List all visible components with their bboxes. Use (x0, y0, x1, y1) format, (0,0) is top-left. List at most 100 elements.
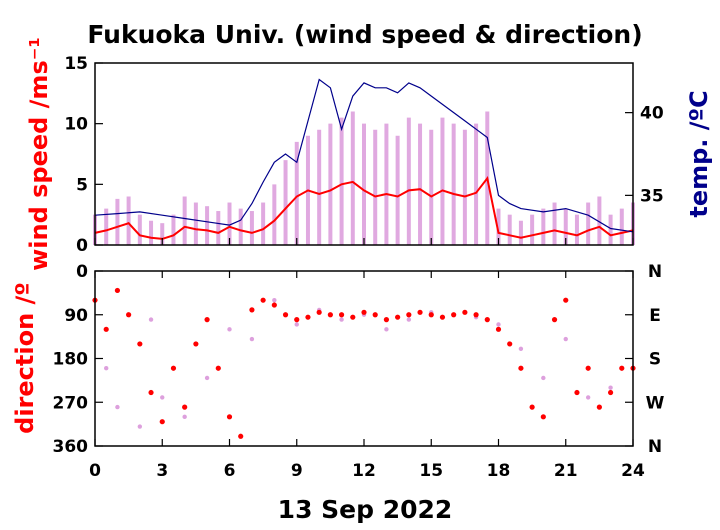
speed-axis-ticks: 0 5 10 15 35 40 (64, 54, 664, 256)
mean-direction-point (148, 389, 154, 396)
mean-direction-point (238, 433, 244, 439)
direction-marks (92, 287, 636, 439)
mean-direction-point (585, 365, 591, 371)
chart-title: Fukuoka Univ. (wind speed & direction) (87, 20, 642, 49)
speed-tick-label: 5 (76, 175, 88, 195)
mean-wind-speed-line (94, 175, 634, 240)
gust-direction-point (137, 424, 143, 429)
x-tick-label: 6 (224, 461, 236, 481)
x-tick-label: 9 (291, 461, 303, 481)
mean-direction-point (507, 341, 513, 347)
direction-axis-label: direction /º (11, 282, 39, 434)
mean-direction-point (249, 307, 255, 313)
compass-tick-label: E (649, 306, 661, 326)
compass-tick-label: N (648, 437, 662, 457)
gust-direction-point (148, 317, 154, 322)
mean-direction-point (294, 317, 300, 323)
gust-direction-point (339, 317, 344, 322)
speed-panel: 0 5 10 15 35 40 wind speed /ms⁻¹ temp. /ºC (25, 37, 713, 271)
x-tick-label: 0 (89, 461, 101, 481)
gust-direction-point (518, 346, 524, 351)
gust-direction-point (563, 336, 568, 342)
mean-direction-point (451, 312, 457, 318)
mean-direction-point (338, 312, 345, 318)
gust-direction-point (160, 395, 165, 400)
speed-tick-label: 15 (64, 54, 88, 74)
mean-direction-point (226, 414, 233, 420)
direction-tick-label: 180 (53, 350, 89, 370)
mean-direction-point (103, 326, 109, 332)
mean-direction-point (395, 314, 401, 320)
gust-direction-point (496, 322, 501, 327)
mean-direction-point (473, 312, 479, 318)
gust-direction-point (227, 327, 232, 332)
mean-direction-point (563, 297, 569, 303)
temperature-tick-label: 35 (640, 186, 664, 206)
compass-tick-label: S (649, 350, 661, 370)
compass-tick-label: N (648, 262, 662, 282)
mean-direction-point (428, 312, 434, 318)
mean-direction-point (607, 389, 614, 396)
mean-direction-point (529, 404, 535, 410)
x-tick-label: 18 (487, 461, 511, 481)
gust-direction-point (115, 404, 120, 410)
mean-direction-point (305, 314, 311, 320)
gust-direction-point (249, 336, 255, 342)
temperature-line (94, 78, 634, 233)
mean-direction-point (439, 314, 446, 320)
mean-direction-point (193, 341, 199, 347)
direction-tick-label: 270 (53, 393, 89, 413)
mean-direction-point (316, 309, 322, 315)
mean-direction-point (271, 302, 277, 308)
mean-direction-point (540, 414, 546, 420)
mean-direction-point (361, 309, 367, 315)
speed-axis-label: wind speed /ms⁻¹ (25, 37, 53, 271)
mean-direction-point (215, 365, 221, 371)
mean-direction-point (417, 309, 423, 315)
gust-direction-point (541, 375, 546, 381)
mean-direction-point (350, 314, 356, 320)
x-tick-label: 15 (419, 461, 443, 481)
mean-direction-point (159, 419, 165, 425)
temperature-axis-label: temp. /ºC (685, 90, 713, 217)
x-tick-label: 12 (352, 461, 376, 481)
mean-direction-point (495, 326, 502, 332)
mean-direction-point (596, 404, 602, 410)
mean-direction-point (327, 312, 333, 318)
mean-direction-point (518, 365, 524, 371)
mean-direction-point (137, 341, 143, 347)
direction-panel: 0 3 6 9 12 15 18 21 24 0 N 90 E 180 S 270 W 360 N directio… (11, 262, 665, 481)
mean-direction-point (282, 312, 289, 318)
mean-direction-point (551, 317, 558, 323)
x-tick-label: 21 (554, 461, 578, 481)
x-tick-label: 24 (621, 461, 645, 481)
compass-tick-label: W (646, 393, 665, 413)
direction-tick-label: 0 (76, 262, 88, 282)
speed-marks (93, 78, 635, 245)
mean-direction-point (182, 404, 188, 410)
mean-direction-point (114, 287, 121, 294)
gust-direction-point (585, 395, 591, 400)
temperature-tick-label: 40 (640, 104, 664, 124)
mean-direction-point (372, 312, 378, 318)
mean-direction-point (406, 312, 412, 318)
gust-direction-point (272, 297, 277, 303)
mean-direction-point (619, 365, 625, 371)
mean-direction-point (170, 365, 177, 371)
direction-tick-label: 360 (53, 437, 89, 457)
gust-direction-point (608, 385, 613, 390)
gust-direction-point (294, 322, 299, 327)
direction-tick-label: 90 (64, 306, 88, 326)
mean-direction-point (126, 312, 132, 318)
direction-panel-frame (94, 270, 634, 447)
gust-direction-point (104, 366, 109, 371)
gust-direction-point (182, 414, 187, 420)
x-axis-label: 13 Sep 2022 (278, 495, 453, 524)
speed-tick-label: 0 (76, 236, 88, 256)
gust-direction-point (384, 327, 389, 332)
mean-direction-point (260, 297, 266, 303)
direction-axis-ticks: 0 3 6 9 12 15 18 21 24 0 N 90 E 180 S 270 W 360 N (53, 262, 665, 481)
mean-direction-point (484, 317, 490, 323)
mean-direction-point (383, 317, 390, 323)
